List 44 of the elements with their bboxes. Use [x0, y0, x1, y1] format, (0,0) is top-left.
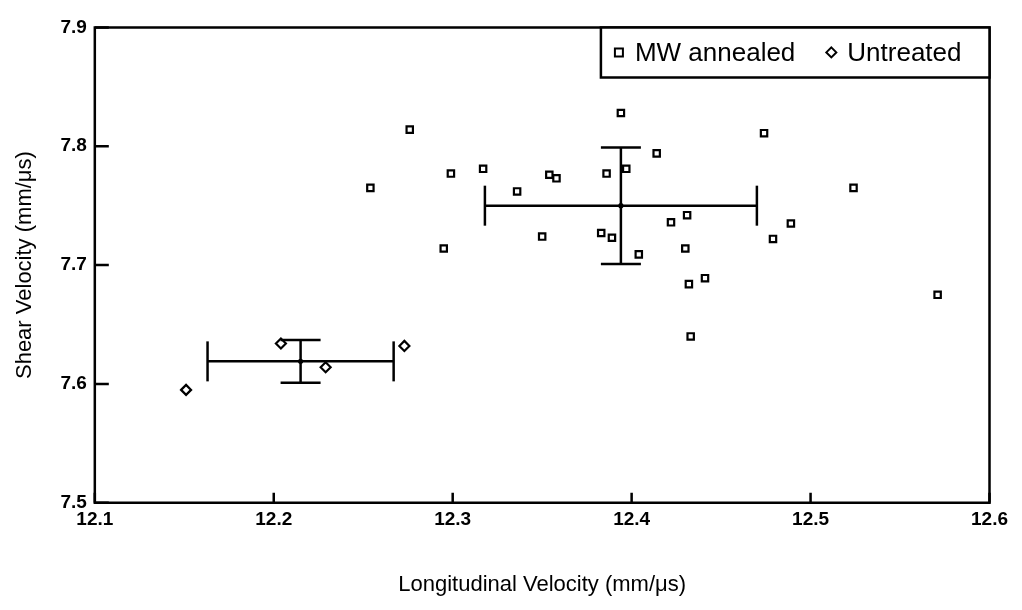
x-tick-label: 12.4 — [613, 508, 651, 530]
y-tick-label: 7.6 — [60, 372, 87, 394]
x-tick-label: 12.3 — [434, 508, 472, 530]
point — [512, 187, 522, 196]
point — [545, 170, 554, 180]
point — [849, 183, 858, 193]
point — [759, 128, 769, 138]
point — [616, 108, 626, 118]
point — [439, 244, 449, 253]
y-tick-label: 7.8 — [60, 134, 87, 156]
point — [274, 337, 288, 350]
x-tick-label: 12.2 — [255, 508, 293, 530]
y-tick-label: 7.9 — [60, 15, 87, 37]
point — [607, 233, 617, 243]
point — [682, 210, 692, 220]
point — [319, 361, 332, 374]
point — [768, 234, 778, 244]
point — [366, 183, 375, 193]
point — [179, 383, 193, 396]
point — [537, 232, 547, 241]
point — [398, 339, 411, 353]
point — [552, 174, 561, 183]
point — [478, 164, 488, 174]
point — [684, 279, 694, 289]
point — [596, 228, 606, 238]
point — [686, 332, 695, 341]
point — [933, 290, 942, 300]
legend-label: MW annealed — [634, 36, 796, 67]
point — [602, 169, 611, 178]
point — [681, 244, 690, 253]
y-tick-label: 7.7 — [60, 253, 87, 275]
y-axis-title: Shear Velocity (mm/μs) — [11, 151, 37, 380]
point — [405, 125, 415, 134]
x-tick-label: 12.6 — [971, 508, 1008, 530]
point — [634, 250, 644, 259]
point — [652, 149, 661, 158]
point — [621, 164, 631, 174]
point — [786, 219, 796, 228]
x-axis-title: Longitudinal Velocity (mm/μs) — [398, 570, 687, 596]
legend-label: Untreated — [847, 36, 962, 67]
point — [700, 273, 710, 283]
point — [446, 169, 456, 178]
point — [666, 218, 676, 227]
x-tick-label: 12.5 — [792, 508, 830, 530]
